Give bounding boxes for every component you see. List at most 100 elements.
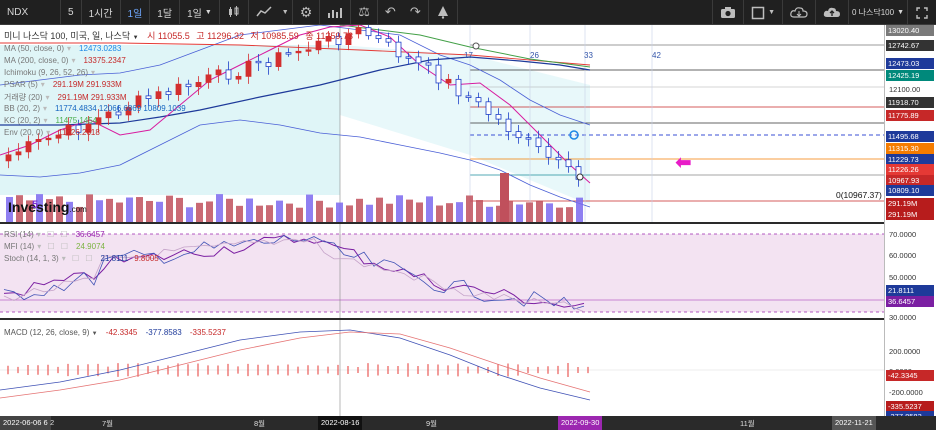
interval-1h[interactable]: 1시간 xyxy=(88,8,113,20)
fib-time-label: 17 xyxy=(464,51,473,60)
candle-body xyxy=(555,156,562,161)
layout-square-icon[interactable]: ▼ xyxy=(744,0,782,25)
candle-body xyxy=(365,27,372,37)
indicator-legend-name: MA (50, close, 0) xyxy=(4,44,65,53)
chevron-down-icon[interactable]: ▾ xyxy=(46,128,53,137)
indicator-legend-row[interactable]: PSAR (5) ▾ 291.19M 291.933M xyxy=(4,80,122,89)
price-chart-canvas[interactable] xyxy=(0,25,884,222)
chevron-down-icon[interactable]: ▾ xyxy=(43,116,50,125)
indicator-legend-value: 11774.4834 12066.6869 10809.1039 xyxy=(55,104,186,113)
candle-body xyxy=(225,69,232,80)
interval-1w[interactable]: 1달 xyxy=(157,8,173,20)
indicator-legend-name: 거래량 (20) xyxy=(4,93,43,102)
volume-bar xyxy=(276,200,283,222)
volume-bar xyxy=(326,207,333,222)
volume-bar xyxy=(486,206,493,222)
symbol-search[interactable]: NDX xyxy=(7,6,29,18)
marker-circle xyxy=(576,173,584,181)
volume-bar xyxy=(226,198,233,222)
price-chart-pane[interactable]: 미니 나스닥 100, 미국, 일, 나스닥 ▼ 시 11055.5 고 112… xyxy=(0,25,884,222)
macd-canvas[interactable] xyxy=(0,320,884,416)
toolbar-divider xyxy=(376,0,378,25)
candle-style-icon[interactable] xyxy=(220,0,248,25)
candle-body xyxy=(515,131,522,139)
oscillator-canvas[interactable] xyxy=(0,224,884,318)
ohlc-low-label: 저 xyxy=(250,31,259,41)
legend-controls-icon[interactable]: ▾ ☐ ☐ xyxy=(37,242,71,251)
interval-1d[interactable]: 1일 xyxy=(127,8,143,20)
toolbar-divider xyxy=(427,0,429,25)
indicator-legend-row[interactable]: MA (50, close, 0) ▾ 12473.0283 xyxy=(4,44,121,53)
volume-bar xyxy=(366,204,373,222)
indicator-legend-row[interactable]: MA (200, close, 0) ▾ 13375.2347 xyxy=(4,56,126,65)
chevron-down-icon[interactable]: ▾ xyxy=(43,104,50,113)
chevron-down-icon[interactable]: ▾ xyxy=(91,68,98,77)
indicators-icon[interactable] xyxy=(320,0,350,25)
time-axis[interactable]: 2022-06-06 6 2 7월 8월 2022-08-16 9월 2022-… xyxy=(0,416,936,430)
candle-body xyxy=(135,95,142,108)
chevron-down-icon[interactable]: ▾ xyxy=(40,80,47,89)
candle-body xyxy=(215,69,222,76)
indicator-legend-row[interactable]: 거래량 (20) ▾ 291.19M 291.933M xyxy=(4,92,126,103)
volume-bar xyxy=(576,197,583,222)
line-chart-icon[interactable] xyxy=(249,0,279,25)
saved-layout-dropdown[interactable]: 0 나스닥100 ▼ xyxy=(849,0,907,25)
marker-circle xyxy=(569,130,579,140)
interval-5[interactable]: 5 xyxy=(68,6,74,18)
volume-bar xyxy=(316,200,323,222)
volume-bar xyxy=(106,198,113,222)
macd-pane[interactable]: MACD (12, 26, close, 9) ▼ -42.3345 -377.… xyxy=(0,320,884,416)
chevron-down-icon[interactable]: ▼ xyxy=(132,35,139,41)
fib-time-label: 33 xyxy=(584,51,593,60)
oscillator-pane[interactable]: RSI (14) ▾ ☐ ☐ 36.6457 MFI (14) ▾ ☐ ☐ 24.9074… xyxy=(0,224,884,318)
indicator-legend-row[interactable]: Env (20, 0) ▾ 11226.2618 xyxy=(4,128,100,137)
volume-bar xyxy=(356,198,363,222)
toolbar-divider xyxy=(218,0,220,25)
oscillator-legend-row[interactable]: MFI (14) ▾ ☐ ☐ 24.9074 xyxy=(4,242,105,251)
interval-dropdown[interactable]: 1일 ▼ xyxy=(180,0,219,25)
cloud-upload-icon[interactable] xyxy=(816,0,848,25)
chevron-down-icon[interactable]: ▾ xyxy=(45,93,52,102)
volume-bar xyxy=(86,194,93,222)
candle-body xyxy=(375,35,382,40)
ohlc-open-value: 11055.5 xyxy=(157,31,190,41)
redo-icon[interactable]: ↷ xyxy=(409,4,421,19)
pane-divider[interactable] xyxy=(0,318,936,320)
legend-controls-icon[interactable]: ▾ ☐ ☐ xyxy=(36,230,70,239)
chevron-down-icon[interactable]: ▼ xyxy=(91,331,98,337)
pane-divider[interactable] xyxy=(0,222,936,224)
indicator-legend-row[interactable]: KC (20, 2) ▾ 11475.1454 xyxy=(4,116,97,125)
fullscreen-icon[interactable] xyxy=(908,0,936,25)
volume-bar xyxy=(286,203,293,222)
chevron-down-icon[interactable]: ▼ xyxy=(281,8,289,16)
chevron-down-icon[interactable]: ▾ xyxy=(71,56,78,65)
settings-gear-icon[interactable]: ⚙ xyxy=(299,3,313,20)
macd-line xyxy=(0,329,591,401)
price-badge: 12425.19 xyxy=(886,70,934,81)
compare-scale-icon[interactable]: ⚖ xyxy=(358,4,370,19)
legend-controls-icon[interactable]: ▾ ☐ ☐ xyxy=(61,254,95,263)
alert-bell-icon[interactable] xyxy=(429,0,457,25)
indicator-legend-row[interactable]: Ichimoku (9, 26, 52, 26) ▾ xyxy=(4,68,103,77)
price-scale[interactable]: 13020.40 12742.67 12473.03 12425.19 11918.70… xyxy=(884,25,936,422)
price-badge: 10809.10 xyxy=(886,185,934,196)
camera-icon[interactable] xyxy=(713,0,743,25)
indicator-legend-row[interactable]: BB (20, 2) ▾ 11774.4834 12066.6869 10809.1… xyxy=(4,104,186,113)
chevron-down-icon: ▼ xyxy=(897,9,905,16)
toolbar-divider xyxy=(848,0,849,25)
candle-body xyxy=(165,91,172,96)
oscillator-legend-row[interactable]: Stoch (14, 1, 3) ▾ ☐ ☐ 21.8111 9.8005 xyxy=(4,254,159,263)
oscillator-legend-row[interactable]: RSI (14) ▾ ☐ ☐ 36.6457 xyxy=(4,230,105,239)
oscillator-tick: 30.0000 xyxy=(889,313,917,322)
fib-time-label: 26 xyxy=(530,51,539,60)
undo-icon[interactable]: ↶ xyxy=(384,4,396,19)
candle-body xyxy=(245,60,252,77)
chevron-down-icon[interactable]: ▾ xyxy=(67,44,74,53)
candle-body xyxy=(345,33,352,45)
volume-bar xyxy=(26,200,33,222)
price-tick: 12100.00 xyxy=(889,85,921,94)
cloud-download-icon[interactable] xyxy=(783,0,815,25)
ohlc-low-value: 10985.59 xyxy=(261,31,299,41)
indicator-legend-name: KC (20, 2) xyxy=(4,116,41,125)
